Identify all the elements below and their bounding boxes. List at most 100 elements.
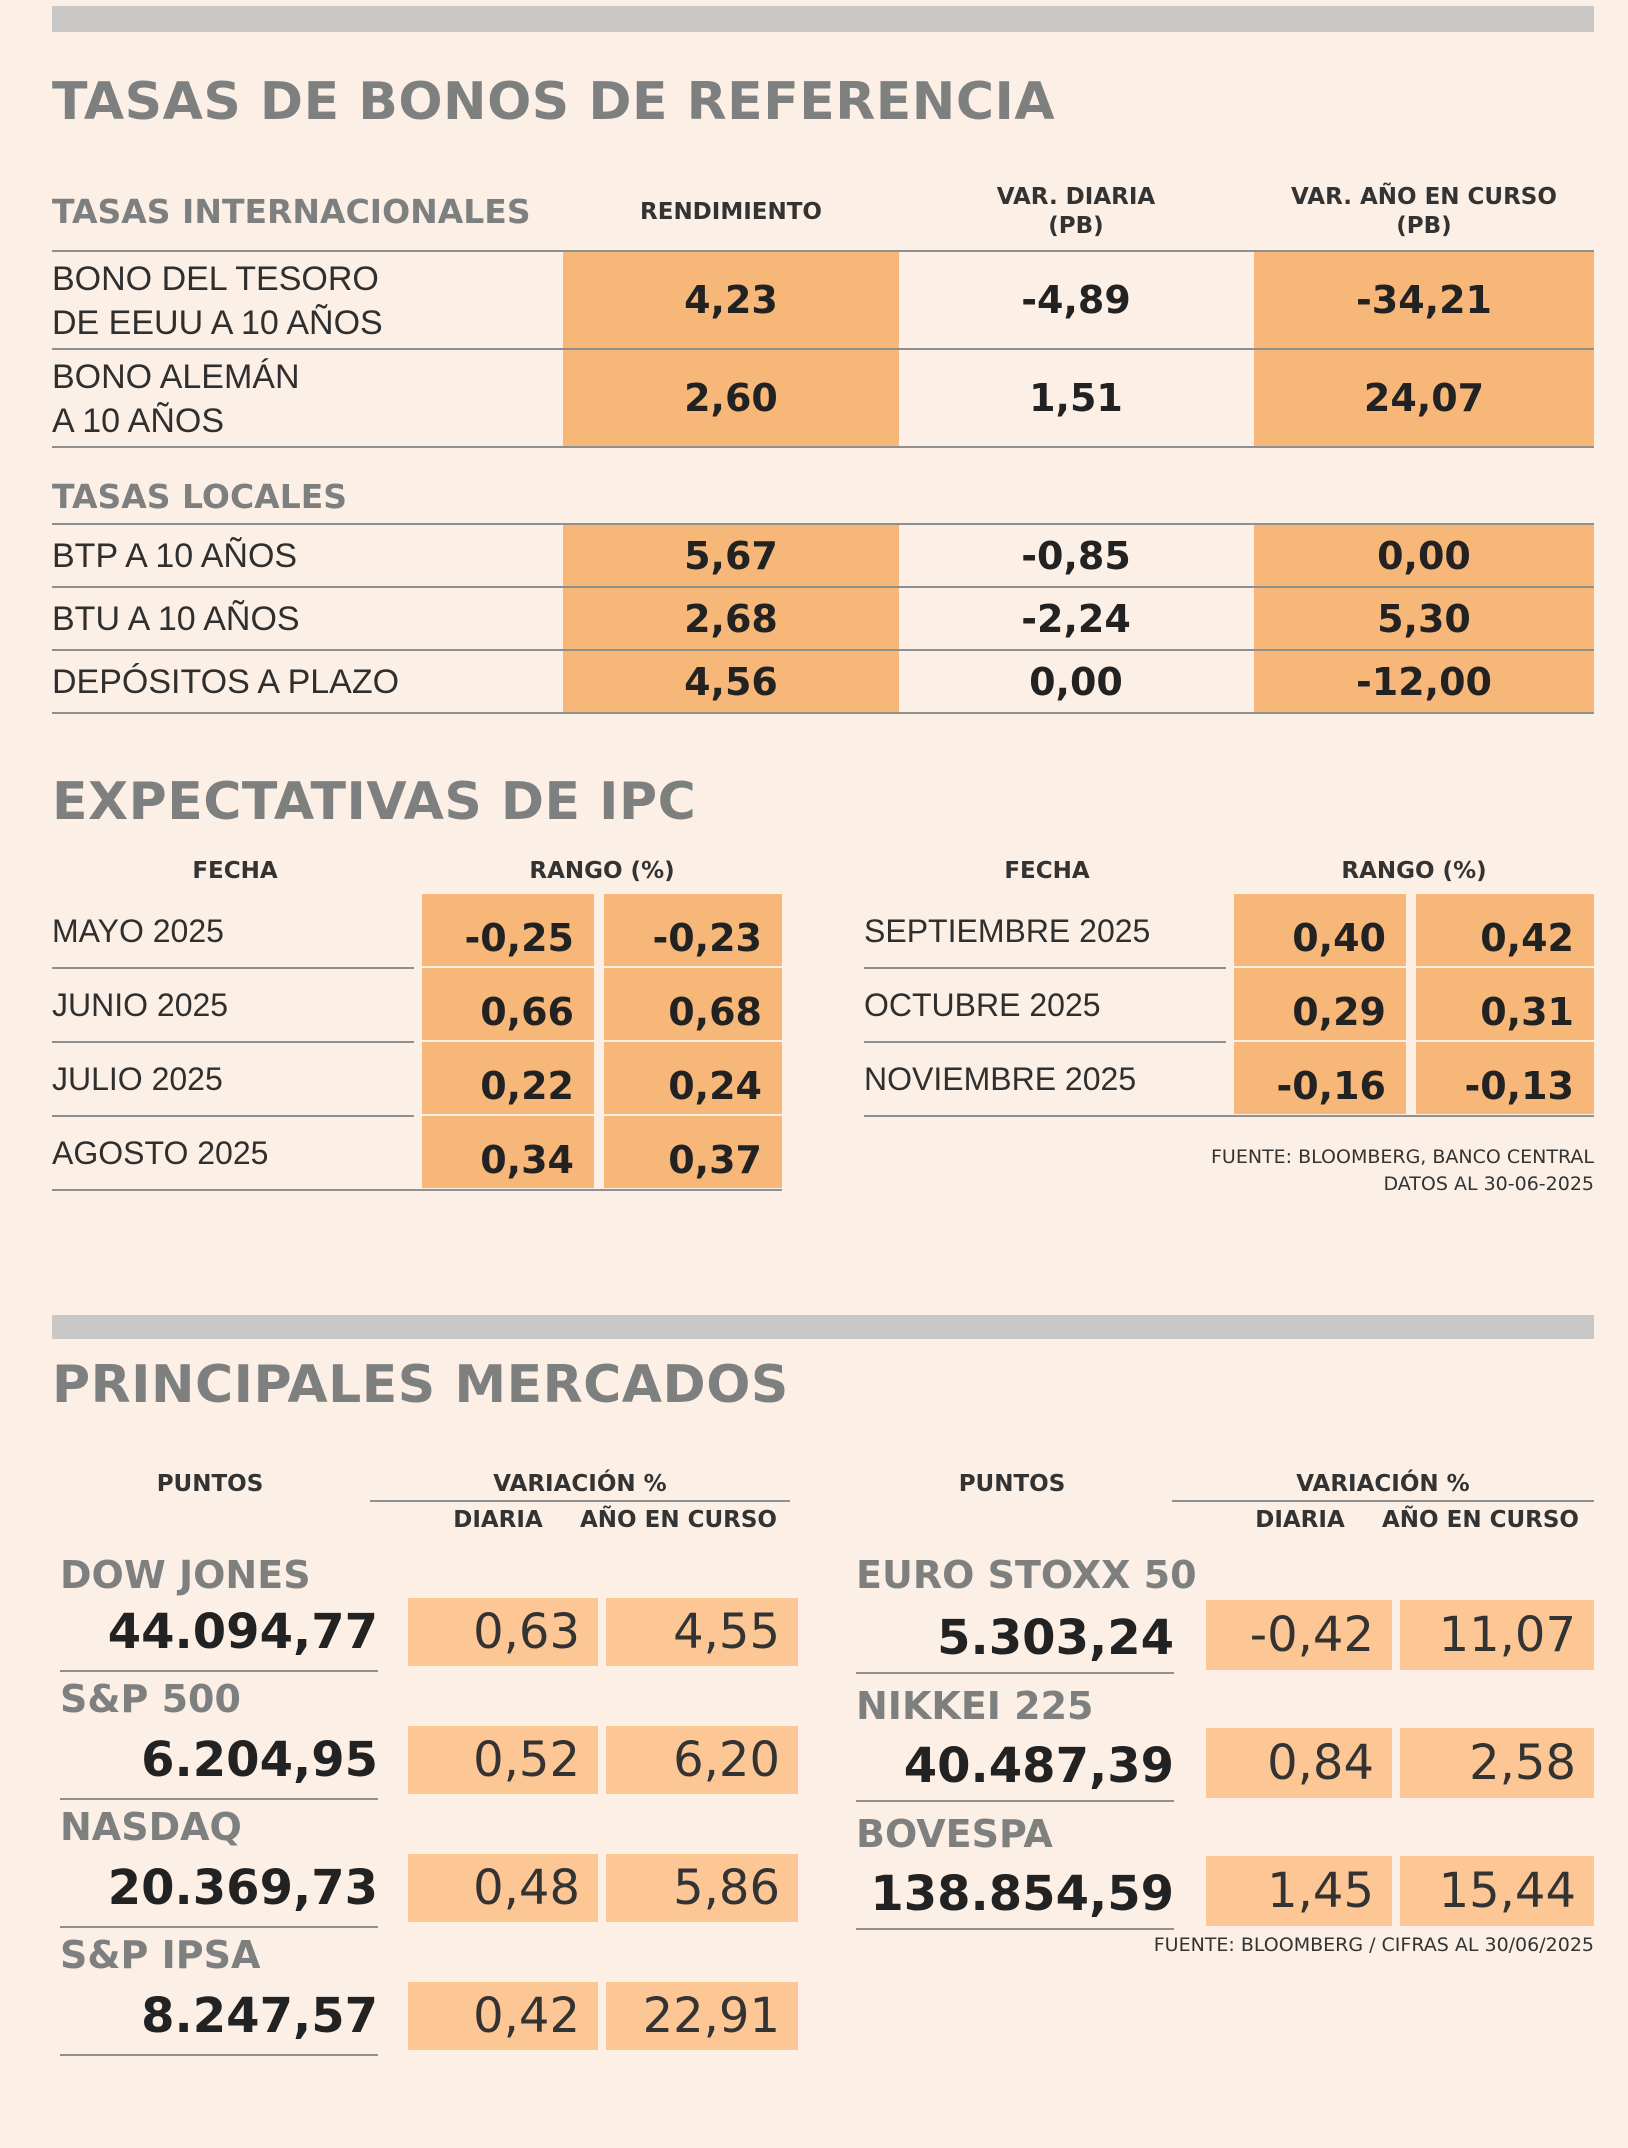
row-divider xyxy=(60,1670,378,1672)
ipc-range-low: 0,22 xyxy=(422,1042,594,1114)
mkt-col-diaria: DIARIA xyxy=(1255,1507,1345,1533)
market-name: DOW JONES xyxy=(60,1553,311,1597)
intl-diaria-value: 1,51 xyxy=(1029,376,1123,420)
ipc-date: AGOSTO 2025 xyxy=(52,1135,269,1171)
ipc-date: SEPTIEMBRE 2025 xyxy=(864,913,1151,949)
market-var-anio: 2,58 xyxy=(1400,1728,1594,1798)
ipc-range-high: 0,42 xyxy=(1416,894,1594,966)
ipc-col-rango: RANGO (%) xyxy=(1341,858,1487,884)
market-var-diaria: 0,48 xyxy=(408,1854,598,1922)
header-divider xyxy=(370,1500,790,1502)
ipc-range-low: -0,25 xyxy=(422,894,594,966)
ipc-title: EXPECTATIVAS DE IPC xyxy=(52,772,697,832)
row-divider xyxy=(52,712,1594,714)
local-rates-header: TASAS LOCALES xyxy=(52,477,348,516)
market-name: EURO STOXX 50 xyxy=(856,1553,1197,1597)
col-var-anio: VAR. AÑO EN CURSO (PB) xyxy=(1254,183,1594,241)
local-anio-value: -12,00 xyxy=(1254,651,1594,712)
section-divider-bar xyxy=(52,6,1594,32)
row-divider xyxy=(60,2054,378,2056)
market-var-diaria: 0,63 xyxy=(408,1598,598,1666)
mkt-col-anio: AÑO EN CURSO xyxy=(580,1507,777,1533)
mkt-col-anio: AÑO EN CURSO xyxy=(1382,1507,1579,1533)
ipc-col-fecha: FECHA xyxy=(1004,858,1090,884)
ipc-range-high: 0,37 xyxy=(604,1116,782,1188)
intl-anio-value: -34,21 xyxy=(1254,252,1594,348)
col-var-anio-unit: (PB) xyxy=(1396,213,1452,239)
market-points: 44.094,77 xyxy=(107,1604,378,1660)
ipc-range-low: 0,40 xyxy=(1234,894,1406,966)
ipc-date: MAYO 2025 xyxy=(52,913,224,949)
market-var-anio: 5,86 xyxy=(606,1854,798,1922)
col-rendimiento: RENDIMIENTO xyxy=(640,199,822,225)
market-var-diaria: 1,45 xyxy=(1206,1856,1392,1926)
ipc-date: OCTUBRE 2025 xyxy=(864,987,1101,1023)
intl-rend-value: 4,23 xyxy=(563,252,899,348)
col-var-anio-label: VAR. AÑO EN CURSO xyxy=(1291,184,1557,210)
market-points: 5.303,24 xyxy=(937,1610,1174,1666)
market-var-anio: 15,44 xyxy=(1400,1856,1594,1926)
ipc-source-line: FUENTE: BLOOMBERG, BANCO CENTRAL xyxy=(1210,1146,1594,1168)
row-divider xyxy=(60,1926,378,1928)
row-divider xyxy=(52,1115,414,1117)
ipc-col-fecha: FECHA xyxy=(192,858,278,884)
row-divider xyxy=(864,1041,1226,1043)
market-points: 6.204,95 xyxy=(141,1732,378,1788)
col-var-diaria: VAR. DIARIA (PB) xyxy=(908,183,1244,241)
mkt-col-diaria: DIARIA xyxy=(453,1507,543,1533)
local-diaria-value: -2,24 xyxy=(1021,596,1131,641)
ipc-range-low: 0,34 xyxy=(422,1116,594,1188)
ipc-range-low: -0,16 xyxy=(1234,1042,1406,1114)
local-diaria-value: -0,85 xyxy=(1021,533,1131,578)
row-divider xyxy=(856,1928,1174,1930)
market-var-diaria: 0,84 xyxy=(1206,1728,1392,1798)
market-points: 40.487,39 xyxy=(903,1738,1174,1794)
market-var-anio: 22,91 xyxy=(606,1982,798,2050)
col-var-diaria-unit: (PB) xyxy=(1048,213,1104,239)
header-divider xyxy=(1172,1500,1594,1502)
ipc-col-rango: RANGO (%) xyxy=(529,858,675,884)
market-var-diaria: 0,42 xyxy=(408,1982,598,2050)
section-divider-bar xyxy=(52,1315,1594,1339)
local-anio-value: 0,00 xyxy=(1254,525,1594,586)
local-diaria-value: 0,00 xyxy=(1029,659,1123,704)
intl-row-label-line: DE EEUU A 10 AÑOS xyxy=(52,304,383,342)
row-divider xyxy=(856,1672,1174,1674)
market-var-diaria: 0,52 xyxy=(408,1726,598,1794)
row-divider xyxy=(52,967,414,969)
market-name: BOVESPA xyxy=(856,1812,1053,1856)
row-divider xyxy=(52,1189,782,1191)
intl-row-label: BONO ALEMÁN A 10 AÑOS xyxy=(52,355,300,443)
intl-row-label-line: BONO DEL TESORO xyxy=(52,260,379,298)
row-divider xyxy=(52,348,1594,350)
mercados-source: FUENTE: BLOOMBERG / CIFRAS AL 30/06/2025 xyxy=(1153,1934,1594,1956)
ipc-date: NOVIEMBRE 2025 xyxy=(864,1061,1137,1097)
local-row-label: BTU A 10 AÑOS xyxy=(52,600,300,638)
ipc-source-line: DATOS AL 30-06-2025 xyxy=(1383,1173,1594,1195)
market-var-anio: 11,07 xyxy=(1400,1600,1594,1670)
local-row-label: BTP A 10 AÑOS xyxy=(52,537,298,575)
market-name: NASDAQ xyxy=(60,1805,242,1849)
row-divider xyxy=(52,586,1594,588)
mkt-col-puntos: PUNTOS xyxy=(156,1471,264,1497)
ipc-date: JUNIO 2025 xyxy=(52,987,229,1023)
mkt-col-variacion: VARIACIÓN % xyxy=(493,1471,667,1497)
local-anio-value: 5,30 xyxy=(1254,588,1594,649)
bonos-title: TASAS DE BONOS DE REFERENCIA xyxy=(52,72,1056,132)
ipc-range-low: 0,66 xyxy=(422,968,594,1040)
mercados-title: PRINCIPALES MERCADOS xyxy=(52,1355,789,1415)
market-name: S&P IPSA xyxy=(60,1933,261,1977)
market-points: 8.247,57 xyxy=(141,1988,378,2044)
row-divider xyxy=(52,523,1594,525)
ipc-range-low: 0,29 xyxy=(1234,968,1406,1040)
row-divider xyxy=(60,1798,378,1800)
intl-row-label: BONO DEL TESORO DE EEUU A 10 AÑOS xyxy=(52,257,383,345)
row-divider xyxy=(864,1115,1594,1117)
ipc-source: FUENTE: BLOOMBERG, BANCO CENTRAL DATOS A… xyxy=(1100,1144,1594,1198)
row-divider xyxy=(856,1800,1174,1802)
intl-diaria-value: -4,89 xyxy=(1021,278,1131,322)
local-row-label: DEPÓSITOS A PLAZO xyxy=(52,663,400,701)
market-var-anio: 4,55 xyxy=(606,1598,798,1666)
ipc-range-high: 0,68 xyxy=(604,968,782,1040)
market-name: S&P 500 xyxy=(60,1677,241,1721)
